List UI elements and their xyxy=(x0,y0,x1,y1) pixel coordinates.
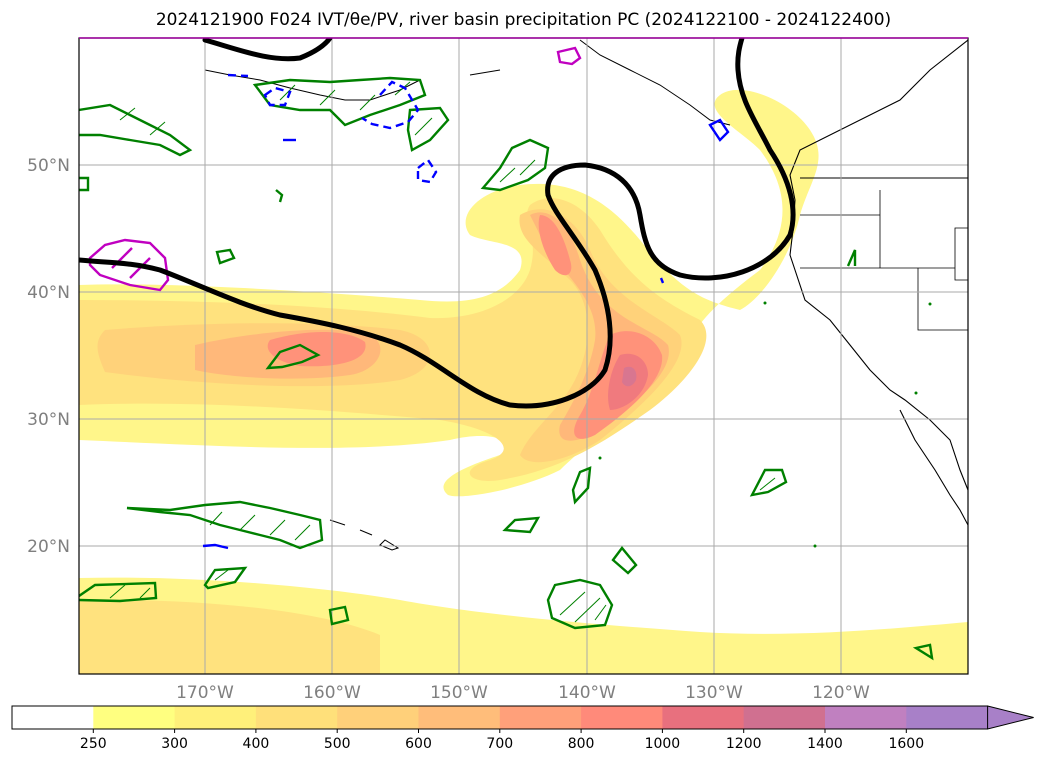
lon-label-130w: 130°W xyxy=(685,683,743,703)
small-markers xyxy=(598,301,932,548)
map-title: 2024121900 F024 IVT/θe/PV, river basin p… xyxy=(155,10,892,30)
colorbar-segment xyxy=(825,706,907,729)
lon-label-160w: 160°W xyxy=(303,683,361,703)
colorbar-segment xyxy=(662,706,745,729)
colorbar-segment xyxy=(174,706,257,729)
colorbar-labels: 250 300 400 500 600 700 800 1000 1200 1400 1600 xyxy=(80,729,924,752)
colorbar-label: 1400 xyxy=(807,736,843,752)
lon-label-140w: 140°W xyxy=(558,683,616,703)
colorbar-segment xyxy=(743,706,826,729)
colorbar-segment xyxy=(418,706,501,729)
alaska-coast xyxy=(579,39,731,126)
lon-label-150w: 150°W xyxy=(430,683,488,703)
colorbar-segment xyxy=(93,706,176,729)
map-panel xyxy=(79,38,968,674)
colorbar-segment xyxy=(255,706,338,729)
colorbar-label: 500 xyxy=(324,736,351,752)
ivt-band-700-east xyxy=(538,215,572,276)
pv-hatching xyxy=(109,81,776,623)
colorbar-extend-arrow xyxy=(987,705,1034,730)
lat-label-20n: 20°N xyxy=(27,537,70,557)
pv-contours-blue xyxy=(227,73,438,184)
colorbar-segment xyxy=(499,706,582,729)
colorbar xyxy=(11,705,1034,730)
lat-label-30n: 30°N xyxy=(27,410,70,430)
lat-labels: 50°N 40°N 30°N 20°N xyxy=(27,156,70,557)
colorbar-label: 800 xyxy=(568,736,595,752)
lon-labels: 170°W 160°W 150°W 140°W 130°W 120°W xyxy=(176,683,870,703)
colorbar-label: 1600 xyxy=(888,736,924,752)
colorbar-label: 1200 xyxy=(726,736,762,752)
baja-california xyxy=(899,409,968,526)
colorbar-label: 250 xyxy=(80,736,107,752)
lat-label-50n: 50°N xyxy=(27,156,70,176)
gridlines xyxy=(79,38,968,674)
colorbar-segment xyxy=(906,706,989,729)
alaska-aleutians xyxy=(204,69,501,101)
ivt-shading xyxy=(79,89,968,674)
colorbar-segment xyxy=(581,706,663,729)
state-borders xyxy=(800,190,968,331)
theta-e-main xyxy=(79,38,796,409)
north-america-coast xyxy=(789,39,968,491)
lon-label-170w: 170°W xyxy=(176,683,234,703)
lon-label-120w: 120°W xyxy=(812,683,870,703)
colorbar-label: 700 xyxy=(486,736,513,752)
colorbar-label: 600 xyxy=(405,736,432,752)
pv-contours-blue-solid xyxy=(202,118,730,550)
pv-contours-green xyxy=(79,76,934,661)
colorbar-label: 300 xyxy=(161,736,188,752)
theta-e-north xyxy=(202,38,333,62)
ivt-band-1200 xyxy=(622,366,637,387)
colorbar-label: 1000 xyxy=(645,736,681,752)
ivt-band-300-south xyxy=(79,599,380,674)
colorbar-segment xyxy=(12,706,94,729)
colorbar-segment xyxy=(337,706,419,729)
lat-label-40n: 40°N xyxy=(27,283,70,303)
ivt-band-700 xyxy=(267,331,366,367)
theta-e-contours xyxy=(79,38,796,409)
colorbar-label: 400 xyxy=(243,736,270,752)
